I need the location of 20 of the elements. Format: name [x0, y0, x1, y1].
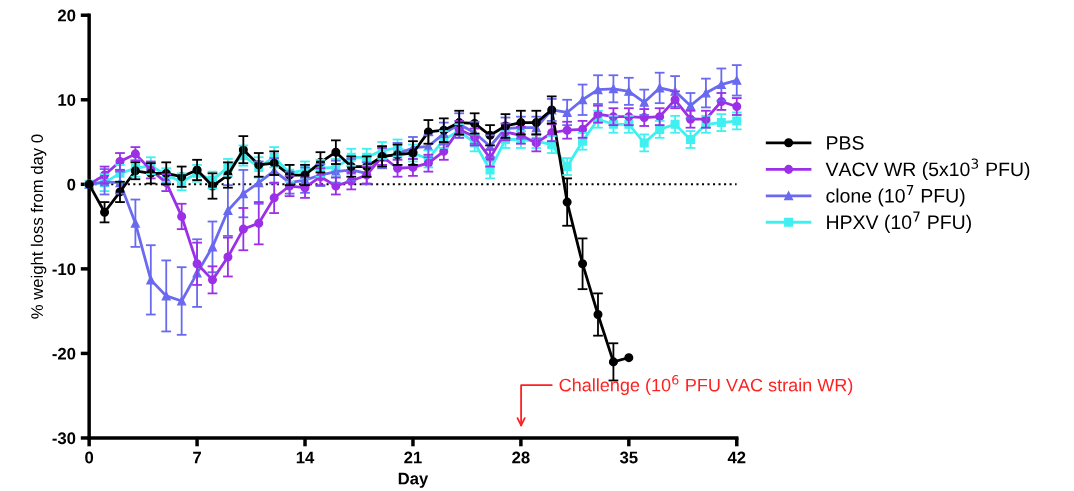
- y-tick-label: -20: [52, 347, 76, 360]
- y-tick-label: -10: [52, 263, 76, 276]
- y-tick-label: 0: [67, 178, 76, 191]
- x-tick-label: 35: [619, 451, 638, 464]
- legend-label: HPXV (10$^{7}$ PFU): [827, 211, 971, 233]
- legend-label: PBS: [827, 136, 864, 150]
- y-axis-title: % weight loss from day 0: [30, 134, 47, 319]
- x-tick-label: 21: [404, 451, 422, 464]
- legend-label: clone (10$^{7}$ PFU): [826, 185, 965, 207]
- x-tick-label: 28: [512, 451, 530, 464]
- y-tick-label: 10: [58, 94, 76, 106]
- x-tick-label: 14: [296, 451, 315, 464]
- annotation: Challenge (10$^{6}$ PFU VAC strain WR): [559, 375, 853, 396]
- x-tick-label: 42: [727, 451, 746, 464]
- y-tick-label: -30: [52, 432, 76, 445]
- y-tick-label: 20: [57, 9, 76, 22]
- x-tick-label: 7: [193, 451, 201, 464]
- x-axis-title: Day: [398, 472, 429, 488]
- legend-label: VACV WR (5x10$^{3}$ PFU): [825, 158, 1030, 181]
- x-tick-label: 0: [85, 451, 94, 464]
